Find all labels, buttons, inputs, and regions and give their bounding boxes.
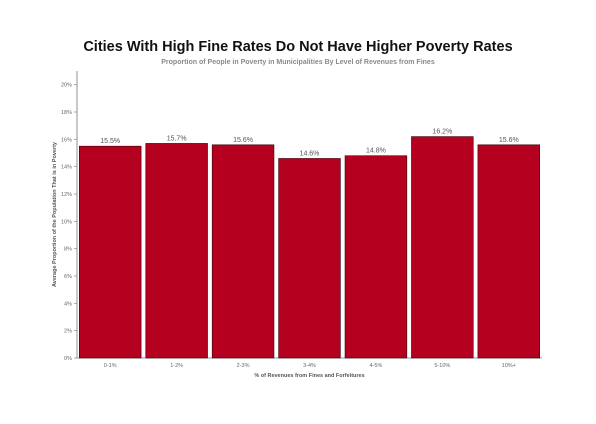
bar	[477, 144, 540, 359]
y-tick-label: 16%	[61, 137, 72, 143]
bar-value-label: 15.6%	[499, 137, 519, 144]
bar-value-label: 14.6%	[300, 150, 320, 157]
y-tick-label: 6%	[64, 274, 72, 280]
y-tick-label: 14%	[61, 165, 72, 171]
y-tick-label: 0%	[64, 356, 72, 362]
x-tick-label: 3-4%	[303, 363, 316, 369]
x-axis-label: % of Revenues from Fines and Forfeitures	[254, 373, 364, 379]
bar	[344, 155, 408, 359]
bar	[211, 144, 275, 359]
chart-title: Cities With High Fine Rates Do Not Have …	[83, 39, 513, 55]
bar-series	[79, 136, 540, 359]
y-tick-label: 4%	[64, 301, 72, 307]
y-tick-label: 20%	[61, 83, 72, 89]
bar	[79, 145, 142, 359]
bar	[278, 158, 341, 359]
chart-subtitle: Proportion of People in Poverty in Munic…	[161, 59, 435, 66]
bar-value-label: 15.5%	[100, 138, 120, 145]
x-tick-label: 4-5%	[370, 363, 383, 369]
x-tick-labels: 0-1% 1-2% 2-3% 3-4% 4-5% 5-10% 10%+	[104, 363, 516, 369]
bar-value-label: 14.8%	[366, 148, 386, 155]
data-labels: 15.5% 15.7% 15.6% 14.6% 14.8% 16.2% 15.6%	[100, 129, 518, 158]
x-tick-label: 5-10%	[434, 363, 450, 369]
bar	[411, 136, 474, 359]
y-axis-label: Average Proportion of the Population Tha…	[52, 141, 58, 287]
y-tick-label: 12%	[61, 192, 72, 198]
x-tick-label: 10%+	[502, 363, 516, 369]
x-tick-label: 1-2%	[170, 363, 183, 369]
bar-value-label: 16.2%	[432, 129, 452, 136]
y-tick-labels: 0% 2% 4% 6% 8% 10% 12% 14% 16% 18% 20%	[61, 83, 77, 362]
y-tick-label: 18%	[61, 110, 72, 116]
x-tick-label: 2-3%	[237, 363, 250, 369]
bar-value-label: 15.6%	[233, 137, 253, 144]
y-tick-label: 2%	[64, 329, 72, 335]
y-tick-label: 10%	[61, 219, 72, 225]
bar	[145, 143, 208, 359]
bar-value-label: 15.7%	[167, 135, 187, 142]
y-tick-label: 8%	[64, 247, 72, 253]
x-tick-label: 0-1%	[104, 363, 117, 369]
